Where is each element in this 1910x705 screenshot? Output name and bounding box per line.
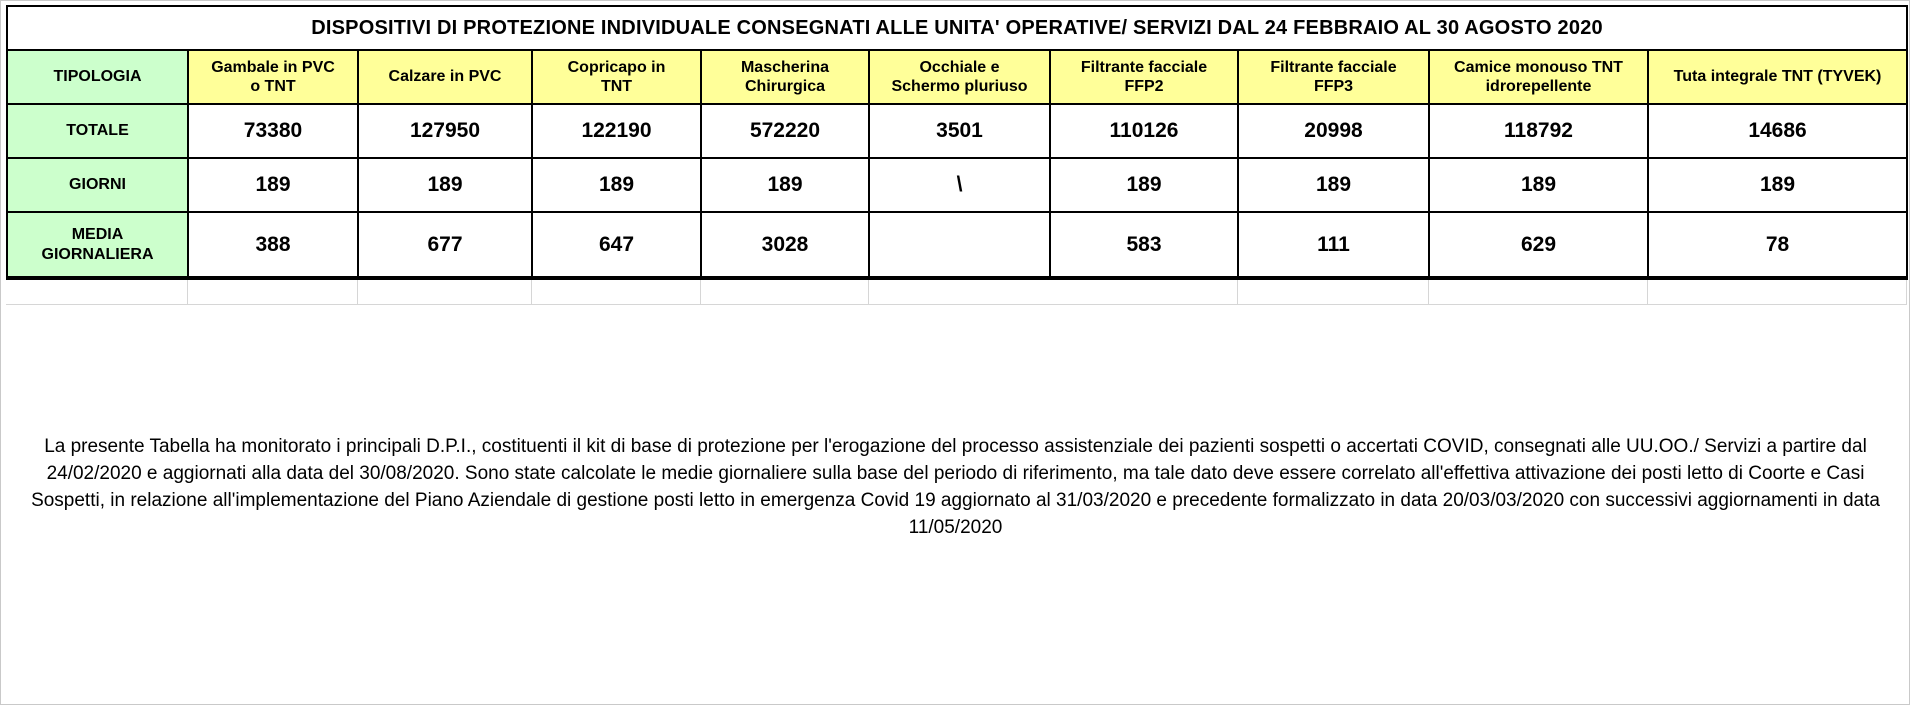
value-cell-giorni: 189 <box>1237 157 1430 213</box>
value-cell-totale: 122190 <box>531 103 702 159</box>
column-header-camice-monouso-tnt-idrorepellente: Camice monouso TNT idrorepellente <box>1428 49 1649 105</box>
empty-cell <box>700 280 869 305</box>
column-header-mascherina-chirurgica: Mascherina Chirurgica <box>700 49 870 105</box>
value-cell-totale: 3501 <box>868 103 1051 159</box>
column-header-occhiale-e-schermo-pluriuso: Occhiale e Schermo pluriuso <box>868 49 1051 105</box>
note-paragraph: La presente Tabella ha monitorato i prin… <box>31 435 1880 538</box>
value-cell-totale: 118792 <box>1428 103 1649 159</box>
value-cell-giorni: 189 <box>531 157 702 213</box>
value-cell-giorni: 189 <box>700 157 870 213</box>
column-header-row: TIPOLOGIA Gambale in PVC o TNT Calzare in … <box>6 49 1909 105</box>
value-cell-totale: 73380 <box>187 103 359 159</box>
value-cell-media-giornaliera: 629 <box>1428 211 1649 280</box>
row-label-giorni: GIORNI <box>6 157 189 213</box>
empty-cell <box>357 280 532 305</box>
empty-cell <box>1428 280 1648 305</box>
value-cell-media-giornaliera: 677 <box>357 211 533 280</box>
value-cell-media-giornaliera: 78 <box>1646 211 1909 280</box>
value-cell-giorni: 189 <box>1428 157 1649 213</box>
table-row-media-giornaliera: MEDIA GIORNALIERA 388 677 647 3028 583 111 629 7… <box>6 211 1909 280</box>
dpi-delivery-table: DISPOSITIVI DI PROTEZIONE INDIVIDUALE CO… <box>5 5 1909 280</box>
value-cell-giorni: \ <box>868 157 1051 213</box>
empty-cell <box>1237 280 1429 305</box>
value-cell-media-giornaliera: 388 <box>187 211 359 280</box>
empty-grid-row <box>6 280 1907 305</box>
value-cell-totale: 20998 <box>1237 103 1430 159</box>
column-header-filtrante-facciale-ffp3: Filtrante facciale FFP3 <box>1237 49 1430 105</box>
value-cell-totale: 14686 <box>1646 103 1909 159</box>
column-header-tuta-integrale-tnt-tyvek: Tuta integrale TNT (TYVEK) <box>1646 49 1909 105</box>
empty-grid-strip <box>6 280 1907 305</box>
column-header-gambale-in-pvc-o-tnt: Gambale in PVC o TNT <box>187 49 359 105</box>
value-cell-media-giornaliera <box>868 211 1051 280</box>
row-label-media-giornaliera: MEDIA GIORNALIERA <box>6 211 189 280</box>
value-cell-giorni: 189 <box>1646 157 1909 213</box>
report-title: DISPOSITIVI DI PROTEZIONE INDIVIDUALE CO… <box>5 5 1909 51</box>
empty-cell <box>187 280 358 305</box>
value-cell-giorni: 189 <box>187 157 359 213</box>
value-cell-giorni: 189 <box>357 157 533 213</box>
corner-header-tipologia: TIPOLOGIA <box>6 49 189 105</box>
column-header-filtrante-facciale-ffp2: Filtrante facciale FFP2 <box>1049 49 1239 105</box>
value-cell-media-giornaliera: 583 <box>1049 211 1239 280</box>
table-row-giorni: GIORNI 189 189 189 189 \ 189 189 189 189 <box>6 157 1909 213</box>
empty-cell <box>1647 280 1907 305</box>
value-cell-media-giornaliera: 647 <box>531 211 702 280</box>
empty-cell <box>868 280 1238 305</box>
column-header-calzare-in-pvc: Calzare in PVC <box>357 49 533 105</box>
row-label-totale: TOTALE <box>6 103 189 159</box>
table-row-totale: TOTALE 73380 127950 122190 572220 3501 110126 2… <box>6 103 1909 159</box>
value-cell-media-giornaliera: 3028 <box>700 211 870 280</box>
column-header-copricapo-in-tnt: Copricapo in TNT <box>531 49 702 105</box>
value-cell-totale: 110126 <box>1049 103 1239 159</box>
title-row: DISPOSITIVI DI PROTEZIONE INDIVIDUALE CO… <box>5 5 1909 51</box>
empty-cell <box>6 280 188 305</box>
empty-cell <box>531 280 701 305</box>
value-cell-totale: 572220 <box>700 103 870 159</box>
value-cell-giorni: 189 <box>1049 157 1239 213</box>
value-cell-media-giornaliera: 111 <box>1237 211 1430 280</box>
value-cell-totale: 127950 <box>357 103 533 159</box>
